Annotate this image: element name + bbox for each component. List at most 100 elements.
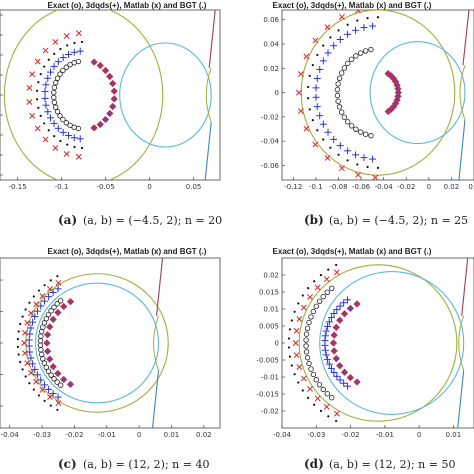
matlab-marker xyxy=(22,350,28,357)
exact-marker xyxy=(37,338,44,344)
diamond-marker xyxy=(336,316,344,324)
exact-marker xyxy=(362,48,369,54)
panel-b-caption-label: (b) xyxy=(304,213,324,227)
qd-marker xyxy=(319,120,327,128)
exact-marker xyxy=(357,129,364,135)
matlab-marker-b xyxy=(33,301,40,308)
matlab-marker xyxy=(333,410,340,417)
exact-marker xyxy=(303,337,309,343)
qd-marker xyxy=(54,58,62,66)
matlab-marker-b xyxy=(39,293,46,300)
matlab-marker xyxy=(55,400,62,407)
exact-marker xyxy=(38,328,45,335)
qd-marker xyxy=(29,360,37,368)
x-tick-label: -0.01 xyxy=(376,431,394,439)
bgt-marker xyxy=(316,129,319,132)
x-tick-label: 0.01 xyxy=(446,431,462,439)
matlab-marker-b xyxy=(293,352,300,359)
matlab-marker xyxy=(312,37,319,44)
matlab-marker xyxy=(21,340,28,346)
panel-d-plot: -0.04 -0.03 -0.02 -0.01 0 0.01 -0.02 -0.015 -0.0… xyxy=(256,258,469,439)
bgt-marker xyxy=(329,146,332,149)
exact-marker xyxy=(57,298,64,304)
bgt-marker xyxy=(47,58,50,61)
exact-marker xyxy=(348,123,355,129)
bgt-marker xyxy=(16,338,19,341)
panel-a-title: Exact (o), 3dqds(+), Matlab (x) and BGT … xyxy=(48,1,207,10)
upper-boundary-line xyxy=(461,258,469,316)
matlab-marker-b xyxy=(307,386,313,392)
matlab-marker xyxy=(307,294,313,300)
bgt-marker xyxy=(39,114,42,117)
matlab-marker-b xyxy=(26,99,33,106)
bgt-marker xyxy=(32,295,35,298)
matlab-marker-b xyxy=(292,340,299,346)
exact-marker xyxy=(43,364,49,371)
y-tick-label: 0 xyxy=(275,340,279,348)
qd-marker xyxy=(70,48,78,56)
lower-boundary-line xyxy=(457,370,465,428)
panel-c: Exact (o), 3dqds(+), Matlab (x) and BGT … xyxy=(0,247,221,471)
exact-marker xyxy=(329,285,335,292)
matlab-marker xyxy=(324,155,331,161)
bgt-marker xyxy=(287,337,291,340)
diamond-marker xyxy=(49,363,57,371)
qd-marker xyxy=(76,135,84,143)
exact-marker xyxy=(57,382,64,388)
qd-marker xyxy=(340,379,348,387)
diamond-marker xyxy=(43,339,51,347)
bgt-marker xyxy=(307,396,310,399)
qd-marker xyxy=(31,365,39,373)
exact-marker xyxy=(67,61,73,68)
matlab-marker xyxy=(292,340,299,346)
x-tick-label: 0 xyxy=(427,183,431,191)
bgt-marker xyxy=(337,29,340,32)
bgt-marker xyxy=(66,44,69,47)
bgt-marker xyxy=(293,373,296,376)
bgt-marker xyxy=(327,415,330,418)
qd-marker xyxy=(324,128,332,136)
cyan-circle xyxy=(119,42,212,148)
matlab-marker-b xyxy=(34,125,41,132)
matlab-marker xyxy=(75,30,82,37)
diamond-marker xyxy=(346,304,354,312)
matlab-marker xyxy=(24,319,31,326)
qd-marker xyxy=(369,155,377,163)
exact-marker xyxy=(38,351,45,358)
x-tick-label: -0.08 xyxy=(329,183,347,191)
diamond-marker xyxy=(46,355,54,363)
exact-marker xyxy=(338,70,345,76)
exact-marker xyxy=(38,347,44,353)
exact-marker xyxy=(320,293,326,300)
bgt-marker xyxy=(297,381,300,384)
matlab-marker-b xyxy=(296,364,303,371)
qd-marker xyxy=(324,49,332,57)
diamond-marker xyxy=(340,310,349,318)
panel-a-caption-text: (a, b) = (−4.5, 2); n = 20 xyxy=(83,214,222,227)
bgt-marker xyxy=(37,81,40,84)
diamond-marker xyxy=(330,347,338,355)
exact-marker xyxy=(303,349,310,355)
panel-c-caption: (c) (a, b) = (12, 2); n = 40 xyxy=(58,457,209,471)
bgt-marker xyxy=(319,409,323,413)
bgt-marker xyxy=(21,368,24,371)
qd-marker xyxy=(336,142,344,150)
matlab-marker-b xyxy=(300,304,307,311)
bgt-marker xyxy=(335,419,338,423)
bgt-marker xyxy=(56,275,59,278)
qd-marker xyxy=(34,371,42,379)
diamond-marker xyxy=(43,331,52,339)
exact-marker xyxy=(341,65,348,71)
panel-d-caption: (d) (a, b) = (12, 2); n = 50 xyxy=(304,457,455,471)
panel-c-frame xyxy=(0,257,221,429)
x-tick-label: -0.04 xyxy=(273,431,292,439)
bgt-marker xyxy=(36,89,39,92)
bgt-marker xyxy=(293,310,296,313)
matlab-marker-b xyxy=(323,276,330,283)
exact-marker xyxy=(316,381,323,388)
x-tick-label: 0.02 xyxy=(444,183,460,191)
exact-marker xyxy=(348,56,355,63)
panel-b: Exact (o), 3dqds(+), Matlab (x) and BGT … xyxy=(261,1,474,227)
exact-marker xyxy=(338,109,345,115)
